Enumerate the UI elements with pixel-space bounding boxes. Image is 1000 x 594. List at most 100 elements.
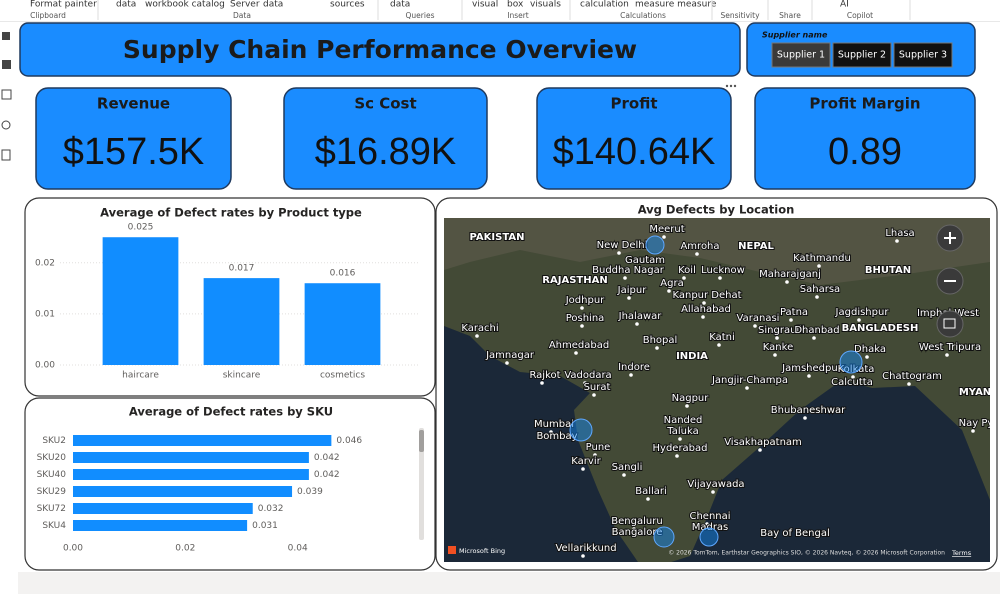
map-label: Poshina	[566, 313, 605, 324]
map-label: Jangjir-Champa	[711, 375, 788, 386]
map-label: Jagdishpur	[835, 307, 890, 318]
map-label: Maharajganj	[759, 269, 821, 280]
y-tick-label: 0.00	[35, 361, 55, 371]
map-bubble[interactable]	[839, 350, 863, 374]
place-dot	[789, 318, 793, 322]
map-label: Indore	[618, 362, 650, 373]
rail-icon[interactable]	[2, 32, 10, 40]
kpi-value: $157.5K	[63, 131, 205, 173]
map-label: MYAN	[959, 387, 991, 398]
map-label: Gautam	[625, 255, 665, 266]
map-label: BANGLADESH	[842, 323, 919, 334]
map-label: Visakhapatnam	[724, 437, 802, 448]
place-dot	[581, 554, 585, 558]
map-label: Dhaka	[854, 344, 886, 355]
place-dot	[705, 522, 709, 526]
ribbon-item[interactable]: sources	[330, 0, 365, 10]
map-label: INDIA	[676, 351, 708, 362]
slicer-button[interactable]	[832, 42, 892, 68]
data-label: 0.046	[336, 436, 362, 446]
ribbon-item[interactable]: data	[116, 0, 136, 10]
bar[interactable]	[73, 486, 293, 497]
map-bubble[interactable]	[645, 235, 665, 255]
map-label: Sangli	[612, 462, 643, 473]
x-tick-label: skincare	[223, 371, 261, 381]
dot	[733, 84, 737, 88]
map-label: Vadodara	[564, 370, 611, 381]
map-terms[interactable]: Terms	[951, 549, 972, 557]
scrollbar-thumb[interactable]	[419, 430, 424, 452]
place-dot	[635, 322, 639, 326]
slicer-options: Supplier 1 Supplier 2 Supplier 3	[771, 42, 953, 68]
more-options[interactable]	[725, 84, 737, 88]
slicer-option-label[interactable]: Supplier 3	[899, 50, 947, 61]
slicer-option-label[interactable]: Supplier 2	[838, 50, 886, 61]
map-label: Chennai	[689, 511, 730, 522]
map-label: Koil	[678, 265, 696, 276]
ribbon-item[interactable]: box	[507, 0, 524, 10]
ribbon-item[interactable]: calculation	[580, 0, 629, 10]
map-label: Nanded	[664, 415, 703, 426]
map-label: Lucknow	[701, 265, 745, 276]
map-bubble[interactable]	[653, 526, 675, 548]
rail-icon[interactable]	[2, 60, 11, 69]
bar[interactable]	[304, 283, 381, 365]
ribbon-group-label: Calculations	[620, 11, 666, 20]
place-dot	[675, 454, 679, 458]
slicer-button[interactable]	[771, 42, 831, 68]
y-tick-label: SKU29	[37, 487, 67, 497]
map-bubble[interactable]	[569, 418, 593, 442]
place-dot	[711, 490, 715, 494]
place-dot	[971, 429, 975, 433]
y-tick-label: SKU20	[37, 453, 67, 463]
slicer-option-label[interactable]: Supplier 1	[777, 50, 825, 61]
bar[interactable]	[73, 435, 332, 446]
y-tick-label: SKU40	[37, 470, 67, 480]
ribbon-item[interactable]: data	[263, 0, 283, 10]
place-dot	[593, 453, 597, 457]
x-tick-label: 0.04	[288, 544, 308, 554]
y-tick-label: 0.02	[35, 258, 55, 268]
rail-icon[interactable]	[1, 89, 12, 100]
ribbon-group-label: Sensitivity	[720, 11, 760, 20]
kpi-card	[536, 87, 732, 190]
bar[interactable]	[203, 278, 280, 365]
rail-icon[interactable]	[1, 120, 11, 130]
bar[interactable]	[73, 520, 248, 531]
slicer-button[interactable]	[893, 42, 953, 68]
x-tick-label: 0.00	[63, 544, 83, 554]
ribbon-item[interactable]: Server	[230, 0, 260, 10]
dot	[729, 84, 733, 88]
map-control[interactable]	[936, 310, 964, 338]
map-label: Jhalawar	[618, 311, 663, 322]
place-dot	[857, 318, 861, 322]
map-label: Karachi	[461, 323, 498, 334]
ribbon-item[interactable]: Format painter	[30, 0, 97, 10]
ribbon-item[interactable]: visual	[472, 0, 498, 10]
ribbon-content: Format painter data workbook catalog Server…	[30, 0, 911, 20]
map-label: Meerut	[649, 224, 684, 235]
kpi-label: Profit	[611, 95, 658, 113]
kpi-row: Revenue $157.5K Sc Cost $16.89K Profit $140.6…	[35, 87, 976, 190]
kpi-value: 0.89	[828, 131, 902, 173]
place-dot	[505, 361, 509, 365]
kpi-value: $140.64K	[553, 131, 716, 173]
ribbon-item[interactable]: AI	[840, 0, 849, 10]
map-label: Varanasi	[737, 313, 780, 324]
rail-icon[interactable]	[1, 149, 11, 161]
data-label: 0.042	[314, 470, 340, 480]
ribbon-item[interactable]: measure measure	[635, 0, 717, 10]
map-label: Lhasa	[885, 228, 914, 239]
bar[interactable]	[102, 237, 179, 365]
place-dot	[817, 264, 821, 268]
map-label: Kathmandu	[793, 253, 851, 264]
ribbon-item[interactable]: workbook catalog	[145, 0, 225, 10]
ribbon-item[interactable]: data	[390, 0, 410, 10]
ribbon-item[interactable]: visuals	[530, 0, 561, 10]
map-bubble[interactable]	[699, 527, 719, 547]
bar[interactable]	[73, 452, 309, 463]
map-label: Nay Py	[959, 418, 994, 429]
bar[interactable]	[73, 503, 253, 514]
data-label: 0.032	[258, 504, 284, 514]
bar[interactable]	[73, 469, 309, 480]
